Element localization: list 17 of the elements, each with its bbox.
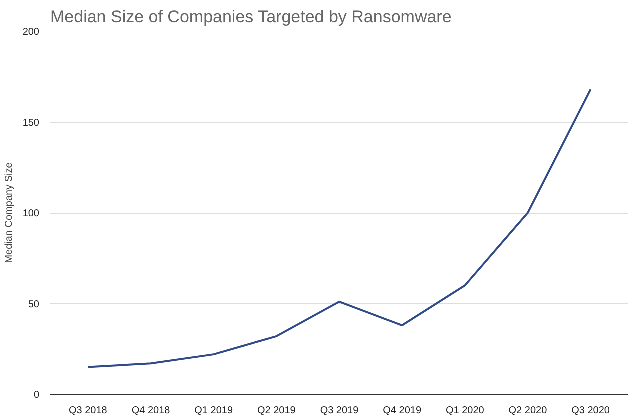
x-tick-label: Q4 2019 [383, 406, 422, 416]
y-tick-label: 150 [22, 118, 40, 129]
chart-title: Median Size of Companies Targeted by Ransomware [50, 8, 452, 26]
y-axis-title: Median Company Size [4, 162, 15, 264]
y-tick-label: 0 [34, 390, 40, 401]
x-tick-label: Q4 2018 [132, 406, 171, 416]
x-tick-label: Q3 2020 [572, 406, 610, 416]
x-tick-label: Q1 2020 [446, 406, 485, 416]
y-tick-label: 50 [28, 299, 40, 310]
x-tick-label: Q3 2019 [320, 406, 360, 416]
x-tick-label: Q3 2018 [69, 406, 108, 416]
x-tick-label: Q2 2019 [257, 406, 296, 416]
y-tick-label: 100 [22, 208, 40, 220]
x-tick-label: Q2 2020 [508, 406, 548, 416]
line-series [87, 88, 592, 368]
x-tick-label: Q1 2019 [194, 406, 234, 416]
y-tick-label: 200 [22, 27, 40, 38]
